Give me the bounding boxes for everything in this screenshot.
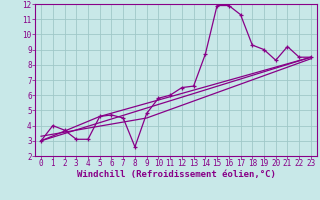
X-axis label: Windchill (Refroidissement éolien,°C): Windchill (Refroidissement éolien,°C) xyxy=(76,170,276,179)
